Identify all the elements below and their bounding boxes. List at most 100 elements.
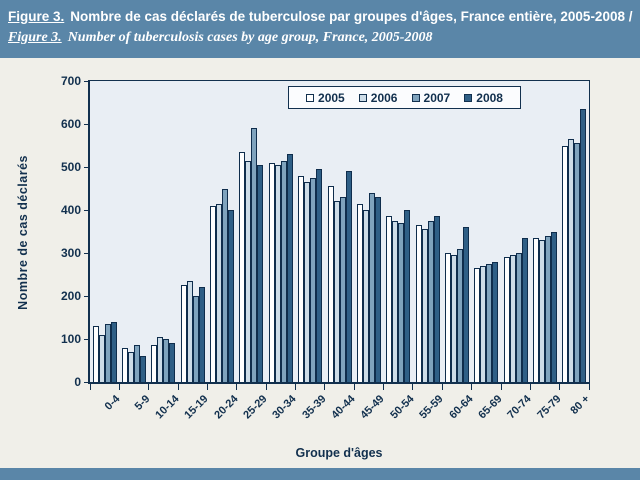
bar-2007 <box>280 160 287 382</box>
bar-2007 <box>192 296 199 382</box>
age-group-slot: 5-9 <box>119 81 152 413</box>
plot-area: 0-4 5-9 10-14 15-19 20-24 25-29 30-34 35-39 40-4… <box>61 74 593 421</box>
bar-2007 <box>456 248 463 382</box>
x-tick-label: 40-44 <box>329 393 358 422</box>
footer-bar <box>0 468 640 480</box>
bar-cluster <box>180 81 205 382</box>
age-group-slot: 55-59 <box>413 81 446 421</box>
bar-2007 <box>486 263 493 382</box>
figure-title-english: Figure 3. Number of tuberculosis cases by… <box>8 28 630 48</box>
bar-cluster <box>503 81 528 382</box>
x-tick-label: 35-39 <box>299 393 329 422</box>
bar-2008 <box>462 227 469 382</box>
bar-2006 <box>304 182 311 382</box>
y-tick-label: 0 <box>74 375 81 389</box>
x-axis-title: Groupe d'âges <box>295 446 383 460</box>
bar-2005 <box>562 145 569 382</box>
legend-label: 2005 <box>318 90 345 105</box>
age-group-slot: 45-49 <box>354 81 387 421</box>
bar-2006 <box>186 280 193 382</box>
bar-2008 <box>228 210 235 382</box>
age-group-slot: 65-69 <box>472 81 505 421</box>
bar-2007 <box>368 192 375 382</box>
bar-cluster <box>239 81 264 382</box>
age-group-slot: 60-64 <box>442 81 475 421</box>
bar-2008 <box>316 169 323 382</box>
bar-2007 <box>222 188 229 382</box>
y-tick <box>84 123 90 125</box>
bar-2008 <box>286 154 293 382</box>
legend-item-2007: 2007 <box>411 90 451 105</box>
age-group-slot: 25-29 <box>237 81 270 421</box>
y-tick-label: 100 <box>60 332 81 346</box>
bar-2007 <box>163 339 170 382</box>
bar-2005 <box>503 257 510 382</box>
bar-2005 <box>444 253 451 382</box>
x-tick-label: 70-74 <box>505 393 534 422</box>
bar-2005 <box>356 203 363 382</box>
bar-2006 <box>392 220 399 382</box>
bar-2006 <box>333 201 340 382</box>
bars-container: 0-4 5-9 10-14 15-19 20-24 25-29 30-34 35-39 40-4… <box>89 81 593 421</box>
bar-2005 <box>180 285 187 382</box>
chart-area: Nombre de cas déclarés 0-4 5-9 10-14 15-19 2… <box>0 58 640 468</box>
y-tick-label: 400 <box>60 203 81 217</box>
figure-number-en: Figure 3. <box>8 29 62 45</box>
legend-swatch-icon <box>306 93 315 102</box>
legend: 2005 2006 2007 2008 <box>288 86 521 109</box>
bar-2007 <box>515 253 522 382</box>
age-group-slot: 30-34 <box>266 81 299 421</box>
bar-cluster <box>356 81 381 382</box>
x-tick-label: 0-4 <box>103 393 123 413</box>
y-tick <box>84 209 90 211</box>
y-tick-label: 500 <box>60 160 81 174</box>
x-tick-label: 20-24 <box>211 393 241 422</box>
bar-2007 <box>104 323 111 382</box>
legend-label: 2008 <box>476 90 503 105</box>
bar-2008 <box>110 321 117 382</box>
y-tick <box>84 252 90 254</box>
legend-item-2008: 2008 <box>464 91 503 105</box>
bar-cluster <box>562 81 587 382</box>
legend-label: 2007 <box>423 90 451 105</box>
bar-cluster <box>415 81 440 382</box>
legend-item-2006: 2006 <box>358 91 397 105</box>
legend-item-2005: 2005 <box>306 91 345 105</box>
y-tick-label: 700 <box>60 74 81 88</box>
figure-title-en-text: Number of tuberculosis cases by age grou… <box>67 29 433 45</box>
x-tick-label: 10-14 <box>153 393 182 422</box>
age-group-slot: 75-79 <box>530 81 563 421</box>
bar-cluster <box>386 81 411 382</box>
age-group-slot: 35-39 <box>296 81 328 421</box>
bar-2007 <box>251 128 258 382</box>
bar-2005 <box>474 268 481 382</box>
bar-cluster <box>327 81 352 382</box>
x-tick-label: 25-29 <box>241 393 270 422</box>
bar-2008 <box>169 343 176 382</box>
x-tick-label: 55-59 <box>417 393 446 422</box>
bar-cluster <box>122 81 147 382</box>
bar-2007 <box>398 222 405 382</box>
bar-cluster <box>444 81 469 382</box>
bar-2008 <box>198 287 205 382</box>
age-group-slot: 80 + <box>560 81 593 417</box>
bar-cluster <box>474 81 499 382</box>
bar-2008 <box>345 171 352 382</box>
bar-2006 <box>98 334 105 382</box>
y-tick <box>84 381 90 383</box>
figure-number-fr: Figure 3. <box>8 9 65 24</box>
bar-cluster <box>210 81 235 382</box>
bar-2008 <box>551 231 558 382</box>
bar-2005 <box>298 175 305 382</box>
bar-2006 <box>362 210 369 382</box>
bar-2005 <box>415 225 422 382</box>
bar-2005 <box>210 205 217 382</box>
bar-2006 <box>568 139 575 382</box>
bar-2005 <box>533 237 540 382</box>
legend-swatch-icon <box>464 93 473 102</box>
bar-2006 <box>421 229 428 382</box>
y-tick <box>84 166 90 168</box>
bar-2006 <box>216 203 223 382</box>
bar-2006 <box>274 164 281 382</box>
age-group-slot: 40-44 <box>325 81 358 421</box>
